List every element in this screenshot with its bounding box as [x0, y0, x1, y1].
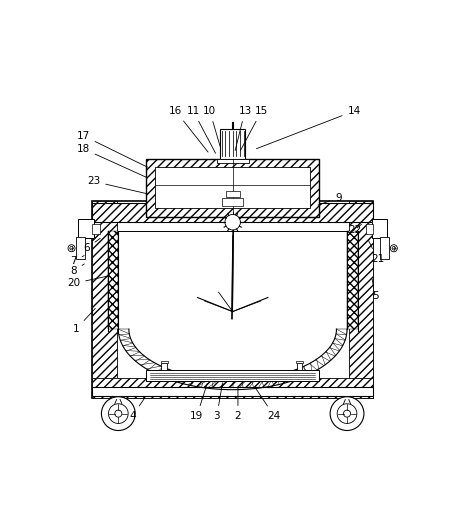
Text: 24: 24 — [255, 388, 281, 421]
Circle shape — [330, 397, 364, 431]
Text: 4: 4 — [129, 398, 145, 421]
Text: 20: 20 — [67, 276, 109, 289]
Bar — [155, 167, 310, 208]
Text: 10: 10 — [203, 106, 221, 148]
Bar — [108, 231, 118, 329]
Circle shape — [101, 397, 135, 431]
Text: 23: 23 — [87, 177, 147, 194]
Text: 18: 18 — [77, 144, 148, 178]
Bar — [92, 378, 374, 398]
Bar — [222, 199, 243, 206]
Circle shape — [109, 404, 128, 423]
Bar — [147, 158, 319, 217]
Circle shape — [70, 246, 73, 250]
Text: 9: 9 — [318, 193, 341, 205]
Text: 5: 5 — [372, 279, 379, 301]
Bar — [78, 219, 94, 238]
Circle shape — [115, 410, 122, 417]
Text: 15: 15 — [240, 106, 268, 151]
Text: 19: 19 — [190, 384, 207, 421]
Text: 16: 16 — [169, 106, 208, 152]
Bar — [342, 396, 352, 400]
Bar — [226, 191, 240, 197]
Bar — [161, 361, 168, 363]
Bar — [92, 201, 117, 398]
Bar — [147, 371, 319, 381]
Text: 6: 6 — [84, 238, 100, 253]
Circle shape — [337, 404, 357, 423]
Bar — [297, 362, 302, 371]
Text: 1: 1 — [73, 308, 95, 334]
Text: 22: 22 — [349, 224, 362, 235]
Circle shape — [390, 245, 397, 252]
Bar — [365, 223, 374, 234]
Circle shape — [68, 245, 75, 252]
Bar — [372, 219, 388, 238]
Circle shape — [344, 410, 350, 417]
Text: 8: 8 — [70, 264, 84, 276]
Bar — [217, 158, 248, 163]
Bar — [161, 362, 167, 371]
Bar — [92, 387, 374, 396]
Text: 11: 11 — [187, 106, 216, 153]
Text: 17: 17 — [77, 131, 148, 167]
Text: 2: 2 — [235, 388, 241, 421]
Text: 14: 14 — [257, 106, 360, 149]
Bar — [92, 223, 100, 234]
Text: 3: 3 — [213, 384, 222, 421]
Bar — [220, 129, 245, 158]
Text: 13: 13 — [235, 106, 252, 151]
Bar — [296, 361, 303, 363]
Circle shape — [392, 246, 395, 250]
Bar — [113, 396, 123, 400]
Bar — [380, 237, 389, 259]
Bar — [76, 237, 85, 259]
Bar — [92, 203, 374, 222]
Text: 7: 7 — [70, 256, 84, 266]
Bar — [347, 231, 358, 329]
Bar — [92, 201, 374, 398]
Circle shape — [225, 214, 241, 230]
Bar — [349, 201, 374, 398]
Text: 21: 21 — [368, 240, 384, 264]
